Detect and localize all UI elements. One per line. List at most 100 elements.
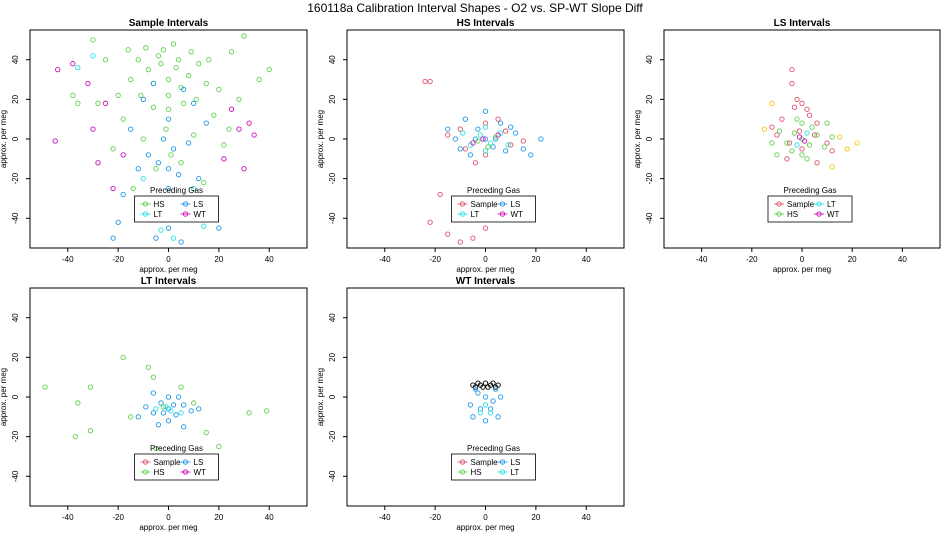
point-ls: [180, 402, 187, 408]
point-other: [761, 126, 768, 132]
point-ls: [490, 398, 496, 404]
point-sample: [799, 100, 805, 106]
y-tick-label: 40: [328, 55, 337, 64]
x-tick-label: 20: [848, 255, 857, 264]
point-ls: [145, 152, 152, 158]
legend-marker-hs: [459, 469, 466, 475]
legend-label-wt: WT: [194, 210, 207, 219]
point-ls: [165, 116, 172, 122]
point-hs: [87, 428, 94, 434]
point-hs: [165, 76, 172, 83]
legend: Preceding Gas Sample LT HS WT: [767, 186, 853, 223]
points: [467, 380, 504, 424]
point-ls: [160, 410, 167, 416]
point-sample: [824, 140, 830, 146]
legend-label-lt: LT: [827, 200, 836, 209]
panel-4: LT Intervals -40 -20 0 20 40 -40 -20 0 20 40 approx…: [0, 276, 308, 532]
point-sample: [804, 106, 810, 112]
point-hs: [150, 374, 157, 380]
legend-title: Preceding Gas: [467, 186, 520, 195]
point-ls: [153, 235, 159, 241]
panel-title: LS Intervals: [774, 18, 831, 29]
point-hs: [160, 47, 167, 53]
point-wt: [246, 120, 252, 126]
point-hs: [475, 138, 481, 144]
point-wt: [236, 126, 242, 132]
point-ls: [160, 136, 167, 142]
point-black: [480, 384, 486, 390]
point-other: [854, 140, 860, 146]
legend-marker-ls: [182, 459, 189, 465]
point-ls: [196, 175, 202, 182]
point-hs: [145, 66, 152, 73]
point-lt: [804, 130, 810, 136]
point-hs: [138, 92, 144, 99]
point-lt: [482, 148, 489, 154]
point-ls: [467, 152, 474, 158]
point-hs: [794, 116, 800, 122]
point-hs: [774, 152, 780, 158]
point-hs: [42, 384, 48, 390]
points: [422, 78, 544, 245]
point-ls: [497, 120, 504, 126]
point-ls: [158, 400, 164, 406]
y-tick-label: 20: [645, 94, 654, 103]
point-hs: [158, 61, 164, 67]
point-hs: [216, 443, 222, 450]
x-tick-label: -20: [429, 513, 441, 522]
legend-label-lt: LT: [511, 468, 520, 477]
x-tick-label: -20: [112, 513, 124, 522]
point-wt: [221, 156, 227, 162]
point-other: [769, 100, 775, 106]
point-lt: [90, 53, 96, 59]
point-ls: [165, 394, 172, 400]
panel-1: Sample Intervals -40 -20 0 20 40 -40 -20 0 20 40 ap…: [0, 18, 308, 274]
legend-label-sample: Sample: [154, 458, 182, 467]
point-ls: [155, 160, 162, 166]
point-ls: [135, 166, 141, 172]
point-sample: [482, 225, 489, 231]
legend-label-hs: HS: [471, 468, 482, 477]
y-tick-label: 40: [328, 313, 337, 322]
y-axis-label: approx. per meg: [633, 110, 642, 168]
point-lt: [487, 410, 494, 416]
point-hs: [829, 134, 835, 140]
point-ls: [191, 100, 197, 106]
point-hs: [185, 72, 192, 79]
point-wt: [796, 134, 803, 140]
point-hs: [150, 104, 157, 110]
panel-title: HS Intervals: [457, 18, 515, 29]
point-ls: [110, 235, 116, 241]
point-hs: [170, 41, 177, 47]
legend-marker-sample: [142, 459, 149, 465]
point-hs: [120, 116, 126, 122]
point-ls: [528, 152, 534, 158]
legend-label-ls: LS: [194, 200, 204, 209]
y-axis-label: approx. per meg: [316, 110, 325, 168]
point-hs: [191, 132, 197, 138]
y-tick-label: 0: [328, 136, 337, 141]
point-hs: [153, 166, 159, 172]
point-ls: [180, 424, 187, 430]
point-lt: [163, 404, 169, 410]
point-hs: [246, 410, 252, 416]
point-wt: [55, 66, 61, 73]
point-black: [495, 382, 501, 388]
point-ls: [150, 80, 157, 87]
point-ls: [165, 166, 172, 172]
point-lt: [170, 235, 177, 241]
legend-label-sample: Sample: [471, 458, 499, 467]
x-axis-label: approx. per meg: [139, 265, 197, 274]
legend-marker-lt: [142, 211, 149, 217]
y-tick-label: 40: [645, 55, 654, 64]
legend-marker-sample: [776, 201, 782, 207]
y-tick-label: -20: [11, 430, 20, 442]
y-tick-label: 20: [11, 94, 20, 103]
point-hs: [784, 140, 790, 146]
point-ls: [502, 148, 509, 154]
point-hs: [135, 57, 141, 63]
point-ls: [457, 146, 463, 152]
legend-label-hs: HS: [154, 468, 165, 477]
point-hs: [206, 57, 212, 63]
point-lt: [482, 124, 489, 130]
